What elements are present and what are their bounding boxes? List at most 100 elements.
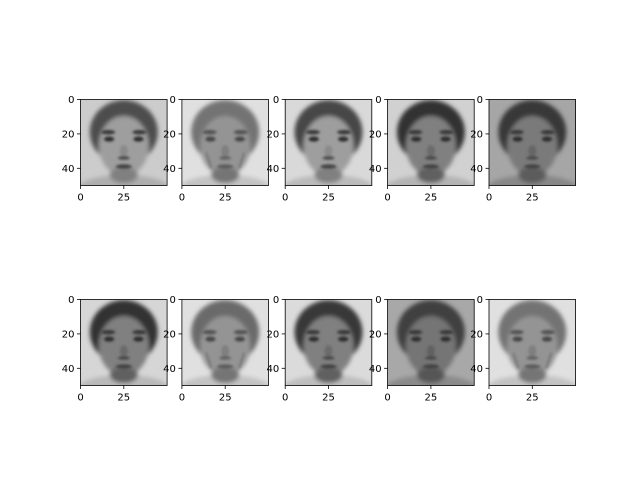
nose: [426, 145, 435, 158]
y-tick-label: 0: [477, 295, 483, 306]
mouth: [115, 164, 132, 169]
y-tick-label: 40: [266, 164, 279, 175]
face-image: [80, 99, 168, 186]
nostrils: [117, 356, 130, 360]
y-tick-label: 20: [62, 130, 75, 141]
wrinkle: [205, 152, 213, 169]
left-eye: [410, 336, 422, 342]
x-tick-label: 25: [425, 393, 438, 404]
x-tick-label: 25: [117, 393, 130, 404]
left-eyebrow: [202, 329, 217, 335]
nostrils: [526, 356, 539, 360]
left-eye: [308, 336, 319, 342]
y-tick-label: 20: [470, 130, 483, 141]
mouth: [422, 364, 439, 369]
mouth: [524, 164, 541, 169]
nose: [528, 345, 537, 358]
right-eye: [133, 336, 144, 342]
nose: [221, 345, 230, 358]
mouth: [422, 164, 439, 169]
y-tick-label: 20: [62, 330, 75, 341]
x-tick-label: 25: [526, 393, 539, 404]
right-eyebrow: [132, 329, 147, 335]
left-eyebrow: [408, 329, 423, 335]
nostrils: [322, 356, 335, 360]
neck: [314, 367, 343, 384]
face-panel: 0 25 0 20 40: [266, 295, 373, 404]
nostrils: [424, 356, 437, 360]
face-panel: 0 25 0 20 40: [266, 95, 373, 204]
wrinkle: [238, 352, 245, 369]
left-eyebrow: [509, 329, 524, 335]
face-image: [489, 99, 576, 186]
right-eye: [234, 336, 246, 342]
nose: [324, 345, 333, 358]
y-tick-label: 20: [163, 330, 176, 341]
right-eyebrow: [439, 329, 454, 335]
face-image: [285, 99, 372, 186]
y-tick-label: 20: [266, 330, 279, 341]
nostrils: [219, 156, 232, 160]
mouth: [320, 364, 337, 369]
y-tick-label: 40: [369, 364, 382, 375]
right-eye: [133, 136, 144, 142]
mouth: [320, 164, 337, 169]
y-tick-label: 0: [375, 95, 381, 106]
y-tick-label: 40: [266, 364, 279, 375]
nose: [221, 145, 230, 158]
nose: [426, 345, 435, 358]
y-tick-label: 40: [163, 164, 176, 175]
right-eyebrow: [132, 129, 147, 135]
neck: [109, 367, 138, 384]
face-panel: 0 25 0 20 40: [369, 95, 475, 204]
right-eye: [541, 136, 553, 142]
x-tick-label: 0: [282, 393, 288, 404]
right-eye: [541, 336, 553, 342]
y-tick-label: 0: [273, 295, 279, 306]
y-tick-label: 0: [68, 95, 74, 106]
face-image: [489, 299, 576, 386]
nostrils: [219, 356, 232, 360]
y-tick-label: 20: [163, 130, 176, 141]
x-tick-label: 25: [526, 193, 539, 204]
face-image: [181, 99, 269, 186]
face-panel: 0 25 0 20 40: [369, 295, 475, 404]
face-panel: 0 25 0 20 40: [62, 95, 168, 204]
left-eyebrow: [101, 129, 116, 135]
x-tick-label: 25: [219, 193, 232, 204]
x-tick-label: 0: [384, 193, 390, 204]
x-tick-label: 0: [384, 393, 390, 404]
y-tick-label: 20: [369, 130, 382, 141]
left-eyebrow: [305, 329, 320, 335]
right-eyebrow: [233, 129, 248, 135]
y-tick-label: 40: [62, 164, 75, 175]
neck: [416, 367, 445, 384]
right-eye: [338, 136, 349, 142]
x-tick-label: 25: [219, 393, 232, 404]
right-eyebrow: [337, 129, 352, 135]
nose: [119, 345, 128, 358]
x-tick-label: 0: [486, 393, 492, 404]
nostrils: [117, 156, 130, 160]
right-eye: [234, 136, 246, 142]
x-tick-label: 0: [486, 193, 492, 204]
x-tick-label: 0: [179, 193, 185, 204]
right-eyebrow: [540, 329, 555, 335]
y-tick-label: 0: [375, 295, 381, 306]
face-image: [285, 299, 372, 386]
neck: [518, 367, 547, 384]
y-tick-label: 20: [369, 330, 382, 341]
nostrils: [526, 156, 539, 160]
mouth: [217, 164, 234, 169]
right-eye: [338, 336, 349, 342]
left-eyebrow: [408, 129, 423, 135]
nose: [119, 145, 128, 158]
x-tick-label: 0: [282, 193, 288, 204]
neck: [211, 167, 240, 184]
left-eyebrow: [509, 129, 524, 135]
face-panel: 0 25 0 20 40: [163, 95, 269, 204]
x-tick-label: 0: [77, 393, 83, 404]
left-eye: [410, 136, 422, 142]
left-eyebrow: [101, 329, 116, 335]
left-eyebrow: [202, 129, 217, 135]
